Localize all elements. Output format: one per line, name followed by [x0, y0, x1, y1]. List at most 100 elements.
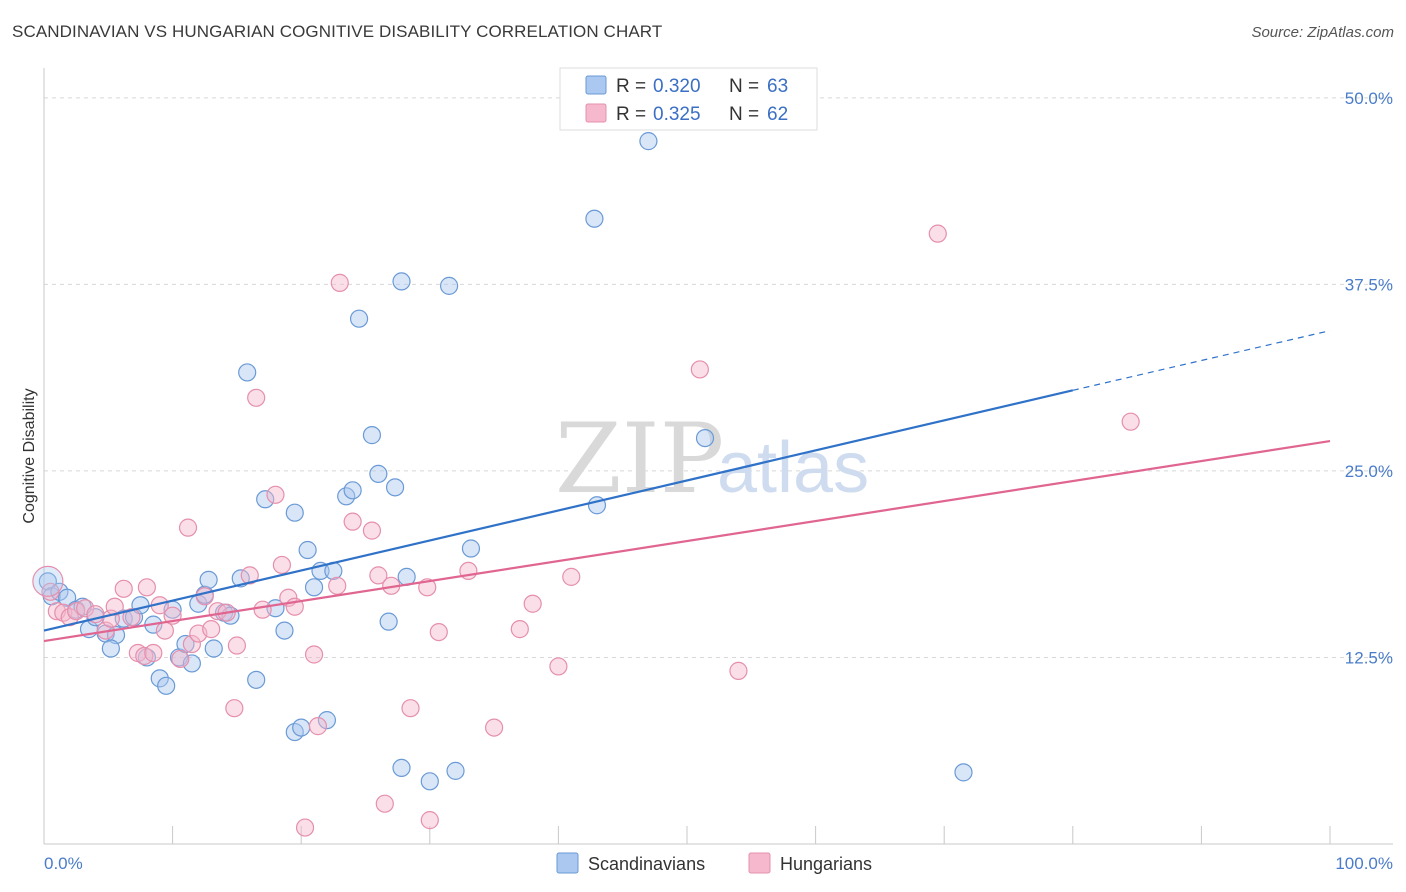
- hungarians-point-32: [266, 485, 285, 504]
- scandinavians-point-47: [379, 612, 398, 631]
- scandinavians-point-60: [954, 763, 973, 782]
- scandinavians-point-10: [101, 639, 120, 658]
- scandinavians-point-31: [256, 490, 275, 509]
- scandinavians-point-53: [439, 276, 459, 295]
- series-legend: Scandinavians Hungarians: [556, 852, 872, 874]
- hungarians-point-49: [429, 622, 448, 642]
- hungarians-point-44: [375, 794, 394, 813]
- hungarians-point-46: [401, 699, 420, 718]
- hungarians-point-9: [105, 597, 124, 616]
- scandinavians-point-37: [298, 540, 317, 560]
- hungarians-point-31: [253, 600, 272, 619]
- scandinavians-point-30: [247, 670, 266, 689]
- hungarians-point-20: [178, 518, 198, 537]
- hungarians-point-58: [928, 224, 947, 243]
- scandinavians-point-33: [275, 621, 294, 640]
- hungarians-point-33: [272, 555, 292, 575]
- legend-r-label-1: R =: [616, 76, 646, 97]
- hungarians-point-52: [510, 620, 529, 639]
- scandinavians-point-17: [157, 676, 176, 695]
- scandinavians-point-57: [639, 132, 658, 151]
- legend-n-value-2: 62: [767, 104, 788, 125]
- x-ticks: [172, 826, 1331, 844]
- hungarians-point-55: [562, 567, 581, 586]
- scandinavians-point-45: [362, 426, 382, 445]
- hungarians-point-29: [240, 566, 259, 585]
- scandinavians-point-21: [182, 654, 201, 673]
- y-tick-label-3: 50.0%: [1345, 89, 1393, 108]
- legend-swatch-blue: [585, 75, 607, 95]
- axes: [43, 68, 1393, 845]
- trend-line-scandinavians: [43, 389, 1074, 632]
- scandinavians-point-24: [199, 570, 218, 589]
- hungarians-point-57: [729, 661, 748, 680]
- scandinavians-point-49: [392, 758, 411, 777]
- hungarians-point-42: [362, 521, 382, 540]
- scandinavians-point-0: [38, 572, 57, 591]
- hungarians-point-17: [155, 621, 174, 640]
- legend-n-label-1: N =: [729, 76, 759, 97]
- watermark-zip: ZIP: [555, 403, 724, 515]
- scandinavians-point-56: [585, 209, 604, 228]
- legend-r-value-1: 0.320: [653, 76, 701, 97]
- scandinavians-point-25: [204, 639, 223, 658]
- hungarians-point-14: [137, 578, 156, 597]
- scandinavians-point-44: [349, 309, 369, 328]
- scandinavians-point-29: [238, 363, 257, 382]
- scandinavians-point-34: [285, 503, 304, 522]
- scandinavians-point-48: [385, 478, 405, 497]
- hungarians-point-53: [523, 594, 542, 613]
- trend-line-scandinavians-extension: [1072, 330, 1331, 391]
- hungarians-point-38: [308, 717, 328, 736]
- hungarians-point-56: [690, 360, 709, 379]
- series-hungarians-points: [32, 224, 1140, 837]
- hungarians-point-24: [202, 620, 221, 639]
- legend-n-label-2: N =: [729, 104, 759, 125]
- hungarians-point-15: [144, 643, 163, 663]
- legend-r-label-2: R =: [616, 104, 646, 125]
- hungarians-point-21: [182, 634, 201, 654]
- legend-swatch-pink: [585, 103, 607, 123]
- y-axis-title: Cognitive Disability: [21, 388, 38, 523]
- y-tick-label-2: 37.5%: [1345, 275, 1393, 294]
- scandinavians-point-40: [317, 711, 337, 730]
- hungarians-point-27: [225, 699, 244, 718]
- hungarians-point-41: [343, 512, 362, 531]
- bottom-legend-label-scandinavians: Scandinavians: [588, 854, 705, 874]
- hungarians-point-19: [171, 649, 190, 669]
- cluster-point: [32, 565, 64, 597]
- hungarians-point-11: [122, 608, 141, 627]
- hungarians-point-39: [328, 576, 347, 595]
- scandinavians-point-59: [695, 428, 715, 448]
- scandinavians-point-36: [292, 718, 311, 737]
- hungarians-point-23: [195, 587, 214, 606]
- legend-n-value-1: 63: [767, 76, 788, 97]
- hungarians-point-5: [76, 599, 95, 618]
- hungarians-point-43: [369, 566, 388, 585]
- y-tick-label-1: 25.0%: [1345, 462, 1393, 481]
- bottom-legend-swatch-hungarians: [748, 852, 771, 874]
- hungarians-point-48: [420, 811, 439, 830]
- scandinavians-point-38: [304, 578, 324, 597]
- source-credit: Source: ZipAtlas.com: [1251, 24, 1394, 41]
- x-tick-label-max: 100.0%: [1335, 854, 1393, 873]
- hungarians-point-28: [227, 636, 246, 655]
- correlation-legend: R = 0.320 N = 63 R = 0.325 N = 62: [559, 67, 818, 131]
- scandinavians-point-52: [420, 772, 439, 791]
- scandinavians-point-55: [461, 539, 481, 558]
- chart-title: SCANDINAVIAN VS HUNGARIAN COGNITIVE DISA…: [12, 22, 663, 41]
- bottom-legend-swatch-scandinavians: [556, 852, 579, 874]
- trend-lines: [43, 330, 1331, 643]
- scandinavians-point-46: [369, 464, 388, 484]
- hungarians-point-59: [1121, 412, 1140, 431]
- scandinavians-point-54: [446, 761, 465, 780]
- legend-r-value-2: 0.325: [653, 104, 701, 125]
- scandinavians-point-43: [343, 481, 362, 500]
- hungarians-point-10: [114, 579, 133, 598]
- hungarians-point-54: [549, 657, 568, 676]
- hungarians-point-30: [247, 388, 266, 407]
- scandinavians-point-50: [392, 272, 411, 291]
- x-tick-label-min: 0.0%: [44, 854, 83, 873]
- trend-line-hungarians: [43, 439, 1331, 643]
